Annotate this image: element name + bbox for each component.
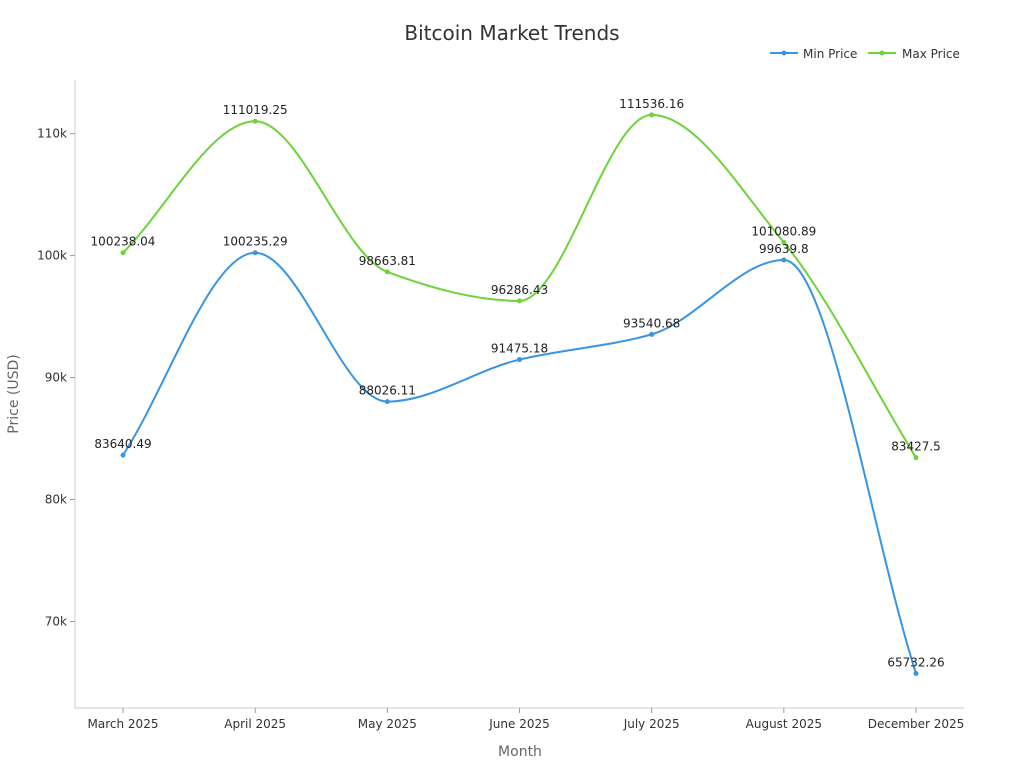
chart-title: Bitcoin Market Trends [404, 21, 619, 45]
y-axis-ticks: 70k 80k 90k 100k 110k [37, 127, 75, 628]
series-min-price [120, 250, 919, 676]
data-point-min-price[interactable] [649, 331, 655, 337]
data-labels-layer: 83640.49 100235.29 88026.11 91475.18 93540.6… [91, 97, 945, 670]
data-point-min-price[interactable] [384, 399, 390, 405]
data-label-min-price: 88026.11 [359, 384, 416, 398]
data-point-min-price[interactable] [120, 452, 126, 458]
legend-swatch-marker [781, 50, 787, 56]
legend-label: Min Price [803, 47, 857, 61]
data-point-min-price[interactable] [913, 670, 919, 676]
x-tick-label: December 2025 [868, 717, 965, 731]
data-label-max-price: 101080.89 [751, 224, 816, 238]
legend-item-min-price[interactable]: Min Price [770, 47, 857, 61]
data-label-max-price: 100238.04 [91, 235, 156, 249]
legend-label: Max Price [902, 47, 960, 61]
data-label-min-price: 91475.18 [491, 342, 548, 356]
data-label-max-price: 83427.5 [891, 440, 941, 454]
data-label-max-price: 98663.81 [359, 254, 416, 268]
y-axis-title: Price (USD) [6, 354, 22, 433]
data-label-min-price: 99639.8 [759, 242, 809, 256]
data-label-min-price: 65732.26 [887, 655, 944, 669]
axes [74, 80, 964, 709]
series-max-price [120, 112, 919, 461]
data-point-max-price[interactable] [913, 455, 919, 461]
data-point-max-price[interactable] [252, 118, 258, 124]
x-axis-ticks: March 2025 April 2025 May 2025 June 2025 Jul… [88, 708, 965, 731]
y-tick-label: 80k [45, 492, 67, 506]
legend-swatch-marker [879, 50, 885, 56]
data-label-min-price: 100235.29 [223, 235, 288, 249]
data-label-max-price: 96286.43 [491, 283, 548, 297]
x-tick-label: June 2025 [488, 717, 550, 731]
data-point-max-price[interactable] [384, 269, 390, 275]
series-layer [120, 112, 919, 676]
data-label-min-price: 83640.49 [94, 437, 151, 451]
x-tick-label: July 2025 [623, 717, 680, 731]
data-point-max-price[interactable] [649, 112, 655, 118]
x-tick-label: August 2025 [746, 717, 822, 731]
x-tick-label: April 2025 [224, 717, 286, 731]
y-tick-label: 90k [45, 371, 67, 385]
y-tick-label: 100k [37, 249, 67, 263]
x-tick-label: May 2025 [358, 717, 417, 731]
data-point-min-price[interactable] [252, 250, 258, 256]
legend-item-max-price[interactable]: Max Price [868, 47, 960, 61]
x-axis-title: Month [498, 744, 542, 760]
data-point-max-price[interactable] [517, 298, 522, 304]
x-tick-label: March 2025 [88, 717, 159, 731]
data-label-max-price: 111536.16 [619, 97, 684, 111]
data-label-max-price: 111019.25 [223, 103, 288, 117]
legend: Min Price Max Price [770, 47, 960, 61]
data-label-min-price: 93540.68 [623, 316, 680, 330]
data-point-min-price[interactable] [781, 257, 787, 263]
data-point-max-price[interactable] [781, 239, 787, 245]
y-tick-label: 110k [37, 127, 67, 141]
data-point-max-price[interactable] [120, 250, 126, 256]
y-tick-label: 70k [45, 614, 67, 628]
data-point-min-price[interactable] [517, 357, 522, 363]
series-line-min-price [122, 251, 917, 674]
